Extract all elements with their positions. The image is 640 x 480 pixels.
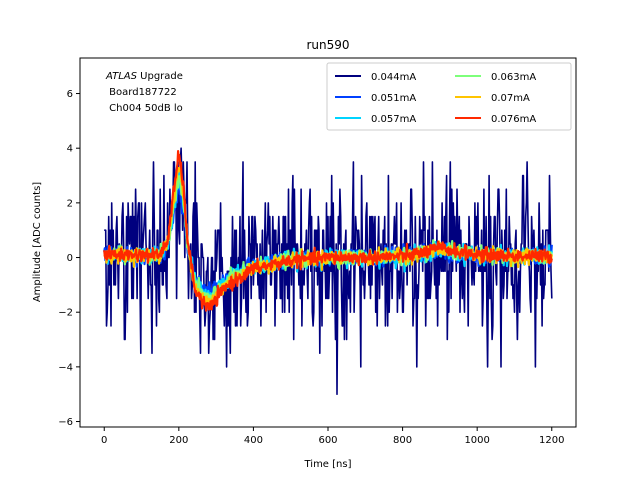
x-axis-label: Time [ns]: [303, 459, 351, 470]
y-tick-label: 2: [67, 198, 73, 209]
series-line-0.044mA: [104, 147, 553, 395]
atlas-annotation: ATLAS Upgrade Board187722 Ch004 50dB lo: [105, 71, 183, 114]
chart-title: run590: [306, 38, 349, 52]
legend-label: 0.051mA: [371, 93, 416, 104]
x-tick-label: 1200: [539, 435, 564, 446]
y-tick-label: 0: [67, 253, 73, 264]
y-tick-label: 6: [67, 89, 73, 100]
y-tick-label: −2: [58, 308, 73, 319]
legend-box: [326, 62, 572, 131]
legend-label: 0.07mA: [491, 93, 530, 104]
y-axis: −6 −4 −2 0 2 4 6: [58, 89, 80, 428]
annotation-atlas: ATLAS: [105, 71, 138, 82]
svg-text:ATLAS Upgrade: ATLAS Upgrade: [105, 71, 183, 82]
legend-label: 0.057mA: [371, 114, 416, 125]
series-layer: [103, 147, 553, 395]
y-tick-label: −6: [58, 417, 73, 428]
annotation-channel: Ch004 50dB lo: [106, 103, 183, 114]
legend-label: 0.063mA: [491, 72, 536, 83]
x-tick-label: 1000: [464, 435, 489, 446]
y-axis-label: Amplitude [ADC counts]: [32, 182, 43, 302]
x-axis: 0 200 400 600 800 1000 1200: [101, 427, 564, 446]
annotation-upgrade: Upgrade: [137, 71, 183, 82]
series-line-0.076mA: [103, 150, 553, 312]
legend-label: 0.044mA: [371, 72, 416, 83]
x-tick-label: 600: [318, 435, 337, 446]
x-tick-label: 800: [393, 435, 412, 446]
x-tick-label: 0: [101, 435, 107, 446]
legend: 0.044mA 0.051mA 0.057mA 0.063mA 0.07mA 0.076m…: [326, 62, 572, 131]
x-tick-label: 400: [244, 435, 263, 446]
x-tick-label: 200: [169, 435, 188, 446]
y-tick-label: −4: [58, 362, 73, 373]
y-tick-label: 4: [67, 144, 73, 155]
annotation-board: Board187722: [106, 87, 177, 98]
legend-label: 0.076mA: [491, 114, 536, 125]
